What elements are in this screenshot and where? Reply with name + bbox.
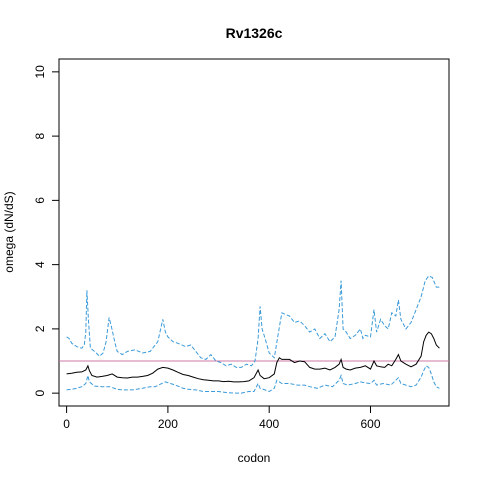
upper-bound-line	[66, 275, 440, 368]
chart-title: Rv1326c	[226, 25, 283, 41]
omega-estimate-line	[66, 331, 440, 383]
y-tick-label: 6	[33, 197, 47, 204]
x-tick-label: 400	[259, 417, 279, 431]
x-tick-label: 600	[360, 417, 380, 431]
x-tick-label: 200	[158, 417, 178, 431]
y-tick-label: 2	[33, 325, 47, 332]
y-tick-label: 4	[33, 261, 47, 268]
y-tick-label: 0	[33, 389, 47, 396]
axis-ticks: 0 200 400 600 0 2 4 6 8 10	[33, 65, 381, 431]
lower-bound-line	[66, 365, 440, 394]
x-tick-label: 0	[63, 417, 70, 431]
series-lines	[59, 275, 449, 394]
y-tick-label: 10	[33, 65, 47, 79]
x-axis-label: codon	[238, 451, 271, 465]
y-tick-label: 8	[33, 132, 47, 139]
y-axis-label: omega (dN/dS)	[2, 191, 16, 272]
plot-frame	[58, 58, 450, 407]
